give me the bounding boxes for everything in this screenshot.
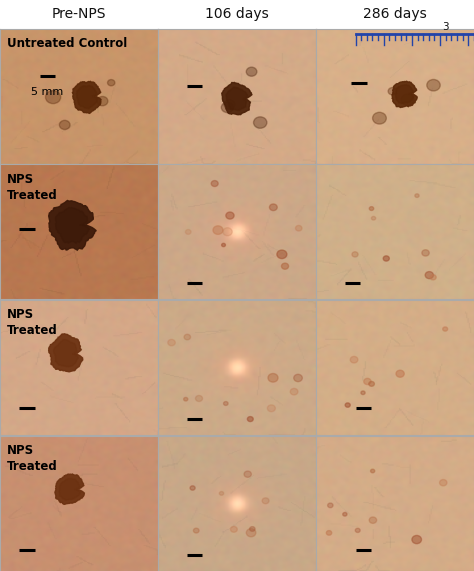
Polygon shape — [55, 207, 90, 243]
Circle shape — [352, 252, 358, 257]
Circle shape — [46, 91, 61, 103]
Circle shape — [226, 212, 234, 219]
Text: 3: 3 — [442, 22, 449, 31]
Text: NPS
Treated: NPS Treated — [7, 444, 57, 473]
Text: Pre-NPS: Pre-NPS — [52, 7, 106, 21]
Circle shape — [224, 100, 235, 109]
Circle shape — [268, 373, 278, 382]
Circle shape — [184, 334, 191, 340]
Circle shape — [277, 250, 287, 259]
Polygon shape — [395, 85, 414, 103]
Circle shape — [59, 120, 70, 130]
Circle shape — [195, 396, 202, 401]
Circle shape — [254, 117, 267, 128]
Circle shape — [97, 96, 108, 106]
Text: NPS
Treated: NPS Treated — [7, 308, 57, 337]
Circle shape — [369, 381, 374, 387]
Polygon shape — [54, 339, 78, 367]
Polygon shape — [222, 82, 252, 115]
Circle shape — [247, 417, 253, 421]
Circle shape — [369, 207, 374, 211]
Circle shape — [439, 480, 447, 486]
Circle shape — [401, 94, 414, 105]
Circle shape — [221, 102, 233, 112]
Polygon shape — [49, 334, 83, 372]
Circle shape — [244, 471, 251, 477]
Circle shape — [219, 492, 224, 495]
Circle shape — [213, 226, 223, 235]
Circle shape — [443, 327, 447, 331]
Circle shape — [430, 275, 436, 280]
Circle shape — [290, 388, 298, 395]
Circle shape — [246, 529, 256, 537]
Circle shape — [425, 272, 433, 279]
Circle shape — [183, 397, 188, 401]
Text: NPS
Treated: NPS Treated — [7, 172, 57, 202]
Circle shape — [224, 401, 228, 405]
Text: 5 mm: 5 mm — [31, 87, 64, 97]
Circle shape — [350, 356, 358, 363]
Polygon shape — [73, 82, 101, 114]
Circle shape — [327, 530, 332, 535]
Text: 286 days: 286 days — [363, 7, 427, 21]
Circle shape — [369, 517, 377, 524]
Text: Untreated Control: Untreated Control — [7, 37, 127, 50]
Circle shape — [190, 486, 195, 490]
Polygon shape — [59, 478, 80, 500]
Circle shape — [295, 226, 302, 231]
Circle shape — [345, 403, 350, 407]
Circle shape — [230, 526, 237, 532]
Circle shape — [373, 112, 386, 124]
Circle shape — [168, 339, 175, 346]
Circle shape — [396, 370, 404, 377]
Circle shape — [343, 512, 347, 516]
Polygon shape — [49, 200, 96, 250]
Circle shape — [371, 469, 375, 473]
Polygon shape — [392, 81, 417, 107]
Polygon shape — [55, 474, 84, 504]
Circle shape — [222, 243, 226, 247]
Circle shape — [372, 216, 376, 220]
Circle shape — [262, 498, 269, 504]
Circle shape — [388, 87, 397, 95]
Circle shape — [328, 503, 333, 508]
Circle shape — [185, 230, 191, 234]
Circle shape — [412, 536, 421, 544]
Circle shape — [364, 379, 371, 385]
Circle shape — [383, 256, 389, 261]
Circle shape — [193, 528, 199, 533]
Circle shape — [223, 228, 232, 236]
Circle shape — [282, 263, 289, 270]
Circle shape — [267, 405, 275, 412]
Text: 106 days: 106 days — [205, 7, 269, 21]
Circle shape — [415, 194, 419, 198]
Circle shape — [294, 374, 302, 381]
Circle shape — [427, 79, 440, 91]
Circle shape — [250, 526, 255, 531]
Circle shape — [422, 250, 429, 256]
Circle shape — [361, 391, 365, 395]
Polygon shape — [226, 87, 248, 110]
Polygon shape — [76, 86, 97, 108]
Circle shape — [355, 528, 360, 533]
Circle shape — [269, 204, 277, 211]
Circle shape — [246, 67, 257, 77]
Circle shape — [108, 79, 115, 86]
Circle shape — [211, 180, 218, 187]
